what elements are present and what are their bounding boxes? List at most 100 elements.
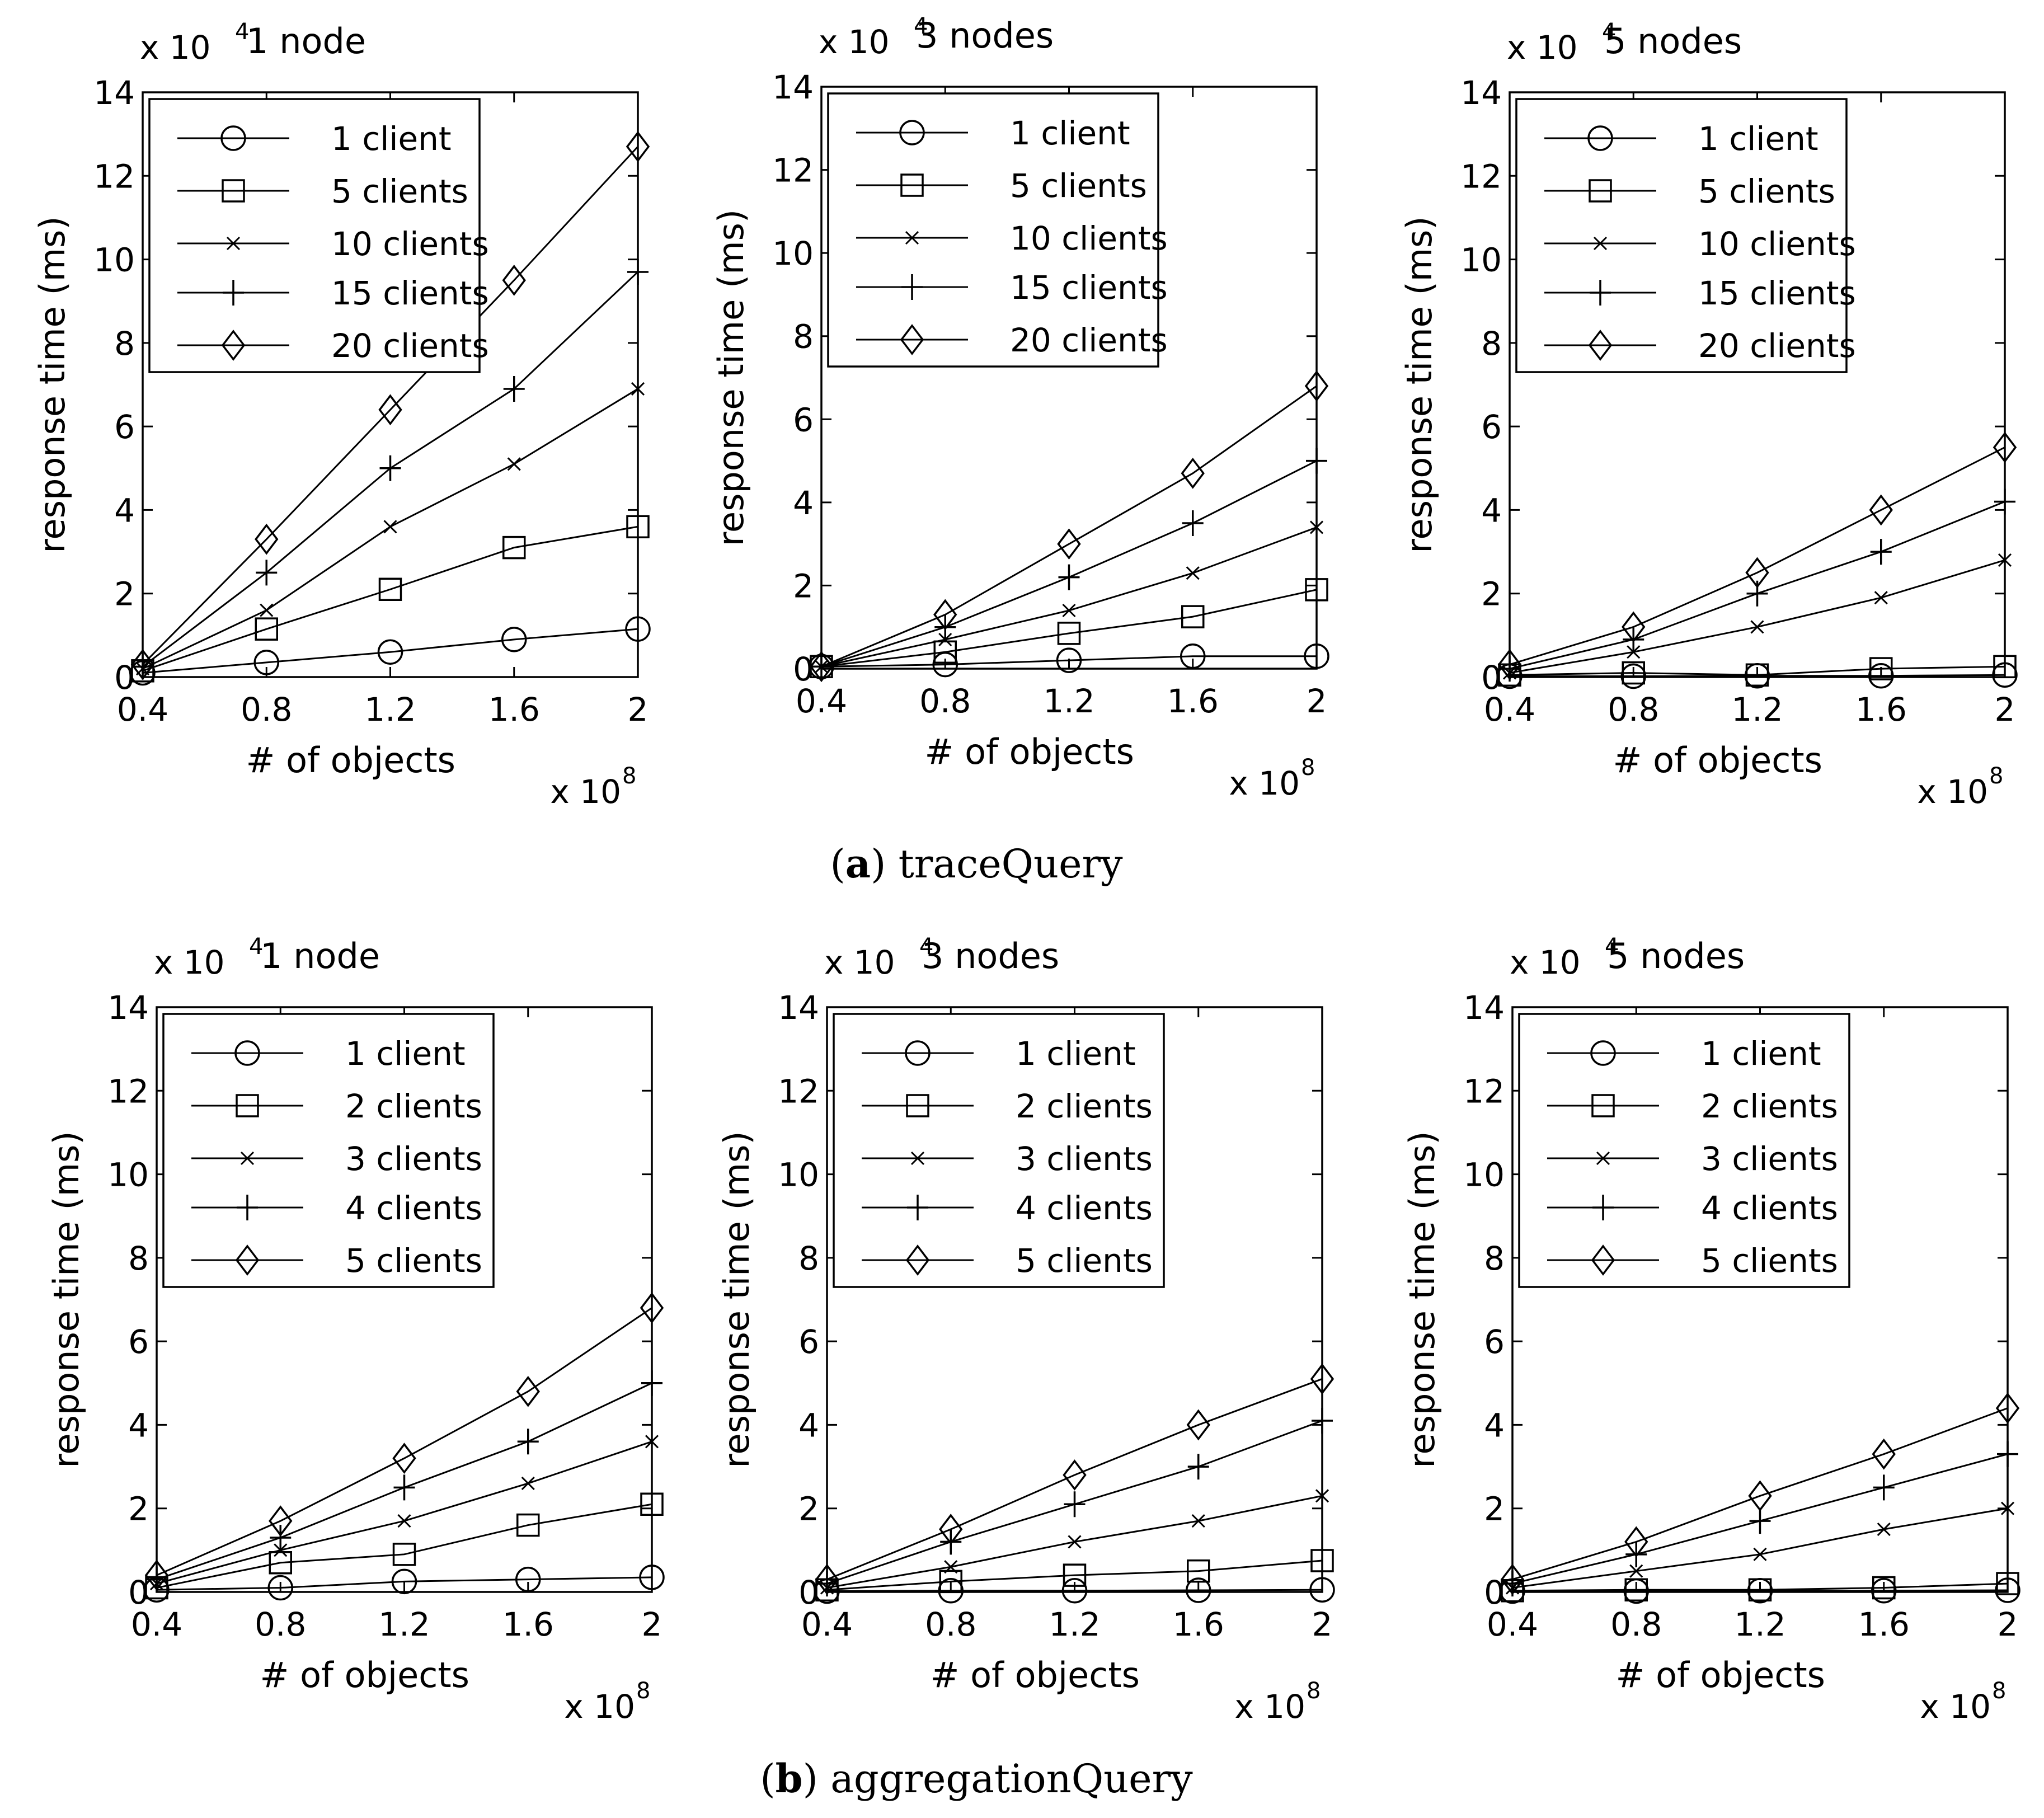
x-tick-label: 1.2 (1731, 690, 1783, 729)
data-point-circle-marker (938, 1578, 964, 1604)
legend-entry-label: 5 clients (1010, 167, 1147, 205)
data-point-x-marker (944, 1560, 958, 1574)
svg-text:(a) traceQuery: (a) traceQuery (830, 840, 1123, 887)
legend-x-marker (905, 231, 919, 245)
chart-title: 1 node (260, 936, 380, 976)
legend-entry-label: 4 clients (1701, 1189, 1838, 1227)
data-point-square-marker (1181, 605, 1205, 628)
data-point-plus-marker (1997, 1441, 2018, 1467)
data-point-diamond-marker (809, 651, 834, 683)
legend-square-marker (900, 173, 924, 197)
x-tick-label: 0.4 (131, 1605, 182, 1643)
data-point-circle-marker (515, 1566, 541, 1592)
legend-entry-label: 3 clients (345, 1140, 482, 1178)
data-point-square-marker (255, 617, 278, 641)
data-point-diamond-marker (640, 1292, 664, 1324)
x-tick-label: 0.8 (1608, 690, 1659, 729)
x-multiplier-exponent: 8 (1307, 1678, 1321, 1704)
data-point-circle-marker (625, 616, 651, 642)
x-multiplier-exponent: 8 (636, 1678, 650, 1704)
data-point-diamond-marker (392, 1443, 416, 1474)
y-tick-label: 2 (798, 1490, 819, 1528)
y-axis-label: response time (ms) (46, 1131, 87, 1468)
data-point-square-marker (1996, 1572, 2019, 1595)
legend-box (162, 1013, 495, 1288)
data-point-circle-marker (1056, 647, 1082, 673)
data-point-plus-marker (1312, 1407, 1333, 1434)
data-point-plus-marker (1873, 1474, 1895, 1501)
data-point-circle-marker (377, 639, 403, 665)
y-tick-label: 2 (114, 575, 135, 613)
y-axis-label: response time (ms) (1402, 1131, 1442, 1468)
y-tick-label: 6 (793, 401, 814, 439)
data-point-x-marker (1186, 566, 1200, 580)
data-point-square-marker (1624, 1578, 1648, 1602)
y-tick-label: 12 (93, 157, 135, 195)
series-line (821, 589, 1317, 668)
data-point-square-marker (1622, 661, 1645, 685)
y-tick-label: 14 (778, 989, 819, 1027)
data-point-circle-marker (1309, 1577, 1335, 1603)
data-point-diamond-marker (1500, 1563, 1525, 1595)
data-point-circle-marker (1304, 643, 1329, 669)
x-multiplier: x 10 (550, 773, 621, 811)
data-point-diamond-marker (1993, 431, 2017, 463)
series-line (821, 655, 1317, 668)
y-axis-label: response time (ms) (32, 216, 73, 553)
legend-entry-label: 2 clients (1016, 1087, 1153, 1125)
data-point-circle-marker (1186, 1577, 1211, 1603)
y-tick-label: 2 (128, 1490, 149, 1528)
x-multiplier-exponent: 8 (1992, 1678, 2006, 1704)
y-tick-label: 4 (128, 1406, 149, 1444)
series-line (1509, 665, 2005, 676)
x-tick-label: 1.2 (364, 690, 416, 729)
data-point-circle-marker (253, 650, 279, 675)
y-multiplier: x 10 (1507, 29, 1578, 67)
legend-circle-marker (234, 1040, 260, 1066)
data-point-square-marker (1869, 657, 1893, 680)
data-point-circle-marker (639, 1565, 665, 1590)
y-tick-label: 14 (1460, 74, 1502, 112)
data-point-x-marker (521, 1476, 535, 1490)
data-point-x-marker (1753, 1547, 1767, 1561)
x-tick-label: 0.8 (241, 690, 292, 729)
legend-entry-label: 1 client (345, 1035, 466, 1073)
legend-plus-marker (907, 1195, 928, 1220)
legend-box (833, 1013, 1165, 1288)
data-point-diamond-marker (1745, 557, 1769, 589)
legend-plus-marker (1592, 1195, 1614, 1220)
data-point-x-marker (1998, 553, 2012, 567)
data-point-x-marker (631, 382, 645, 396)
y-tick-label: 8 (793, 318, 814, 356)
data-point-square-marker (1748, 1578, 1772, 1602)
data-point-x-marker (1062, 603, 1076, 618)
legend-box (1518, 1013, 1850, 1288)
data-point-circle-marker (1061, 1578, 1088, 1604)
data-point-plus-marker (1058, 564, 1080, 590)
legend-plus-marker (901, 274, 923, 300)
data-point-plus-marker (1187, 1454, 1209, 1480)
x-axis-label: # of objects (1615, 1655, 1825, 1695)
y-multiplier-exponent: 4 (919, 934, 933, 960)
y-tick-label: 8 (1481, 325, 1502, 363)
data-point-diamond-marker (1869, 494, 1893, 526)
x-tick-label: 0.8 (1610, 1605, 1662, 1643)
legend-entry-label: 4 clients (345, 1189, 482, 1227)
data-point-diamond-marker (1872, 1438, 1896, 1470)
legend-entry-label: 5 clients (345, 1242, 482, 1280)
y-tick-label: 10 (107, 1156, 149, 1194)
y-tick-label: 4 (793, 484, 814, 522)
series-line (142, 525, 638, 672)
data-point-circle-marker (267, 1575, 293, 1601)
series-line (156, 1576, 652, 1591)
y-tick-label: 8 (1484, 1239, 1505, 1277)
x-multiplier: x 10 (1920, 1688, 1991, 1726)
legend-entry-label: 1 client (1698, 120, 1819, 158)
legend-box (827, 92, 1159, 368)
data-point-square-marker (1063, 1563, 1087, 1587)
data-point-x-marker (383, 520, 397, 534)
legend-x-marker (240, 1151, 255, 1166)
legend-entry-label: 1 client (331, 120, 452, 158)
